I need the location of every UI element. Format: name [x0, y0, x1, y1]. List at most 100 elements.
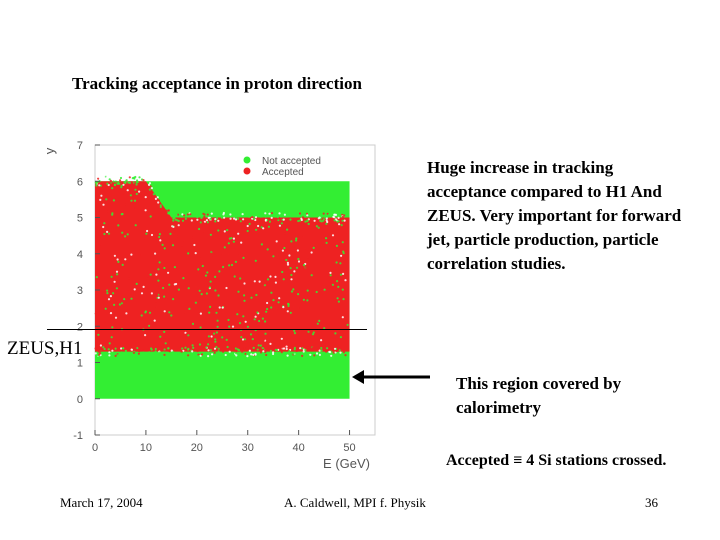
y-axis-label: y [42, 147, 57, 154]
scatter-point [246, 229, 249, 233]
scatter-point [103, 222, 106, 225]
scatter-point [253, 280, 256, 283]
scatter-point [148, 188, 151, 191]
scatter-point [228, 350, 231, 353]
scatter-point [145, 232, 148, 235]
scatter-point [272, 299, 275, 302]
scatter-point [261, 346, 264, 350]
scatter-point [333, 219, 336, 222]
scatter-point [343, 214, 346, 217]
scatter-point [202, 212, 205, 215]
scatter-point [176, 219, 179, 222]
scatter-point [214, 340, 217, 343]
scatter-point [206, 221, 209, 224]
scatter-point [323, 327, 326, 330]
y-tick-label: 5 [77, 213, 83, 225]
scatter-point [218, 270, 221, 273]
scatter-point [142, 179, 145, 182]
scatter-point [276, 216, 279, 219]
scatter-point [191, 322, 195, 325]
scatter-point [215, 346, 218, 349]
scatter-point [244, 228, 247, 232]
scatter-point [211, 353, 214, 356]
scatter-point [238, 322, 242, 325]
scatter-point [152, 352, 155, 356]
scatter-point [260, 309, 263, 312]
scatter-point [326, 347, 329, 350]
scatter-point [189, 213, 192, 216]
scatter-point [325, 219, 328, 222]
scatter-point [124, 235, 127, 238]
scatter-point [266, 248, 269, 251]
scatter-point [167, 271, 170, 274]
scatter-point [304, 348, 307, 351]
scatter-point [331, 283, 334, 286]
scatter-point [238, 253, 241, 256]
scatter-point [163, 283, 166, 286]
scatter-point [106, 353, 109, 356]
scatter-point [231, 325, 235, 328]
scatter-point [214, 220, 217, 223]
scatter-point [97, 350, 100, 353]
scatter-point [222, 213, 225, 216]
x-tick-label: 30 [242, 442, 254, 454]
scatter-point [181, 213, 184, 216]
zeus-h1-boundary-line [47, 329, 367, 330]
scatter-point [317, 226, 320, 229]
scatter-point [102, 225, 105, 229]
scatter-point [95, 354, 98, 358]
scatter-point [295, 253, 298, 256]
scatter-point [95, 276, 98, 279]
scatter-point [103, 232, 106, 236]
scatter-point [172, 298, 175, 301]
scatter-point [256, 348, 259, 351]
scatter-point [329, 271, 332, 274]
scatter-point [208, 286, 211, 289]
scatter-point [306, 214, 309, 217]
scatter-point [288, 347, 291, 350]
scatter-point [112, 176, 116, 179]
scatter-point [280, 337, 283, 340]
scatter-point [227, 219, 230, 222]
scatter-point [130, 348, 133, 351]
scatter-point [304, 247, 307, 250]
scatter-point [127, 231, 130, 234]
scatter-point [302, 298, 305, 301]
scatter-point [228, 264, 231, 267]
scatter-point [258, 213, 261, 217]
scatter-point [229, 217, 232, 220]
scatter-point [100, 243, 103, 246]
scatter-point [306, 299, 309, 302]
scatter-point [223, 246, 226, 249]
scatter-point [111, 349, 114, 352]
scatter-point [106, 289, 109, 292]
scatter-point [98, 353, 101, 356]
scatter-point [246, 224, 249, 228]
scatter-point [216, 214, 219, 217]
scatter-point [157, 279, 160, 282]
y-tick-label: 3 [77, 285, 83, 297]
scatter-point [114, 316, 118, 319]
scatter-point [254, 259, 257, 262]
scatter-point [190, 219, 193, 222]
scatter-point [95, 184, 98, 187]
scatter-point [122, 347, 125, 350]
scatter-point [144, 311, 147, 314]
scatter-point [339, 351, 342, 354]
scatter-point [144, 237, 147, 240]
scatter-point [275, 240, 278, 243]
scatter-point [119, 204, 122, 207]
scatter-point [310, 220, 313, 223]
scatter-point [268, 220, 271, 223]
scatter-point [318, 349, 321, 352]
scatter-point [187, 215, 190, 218]
slide-title: Tracking acceptance in proton direction [72, 74, 362, 93]
scatter-point [336, 297, 339, 300]
scatter-point [242, 256, 245, 259]
scatter-point [187, 252, 190, 255]
scatter-point [158, 351, 161, 354]
scatter-point [271, 310, 274, 313]
scatter-point [282, 278, 285, 281]
scatter-point [114, 180, 117, 183]
scatter-point [170, 314, 173, 317]
